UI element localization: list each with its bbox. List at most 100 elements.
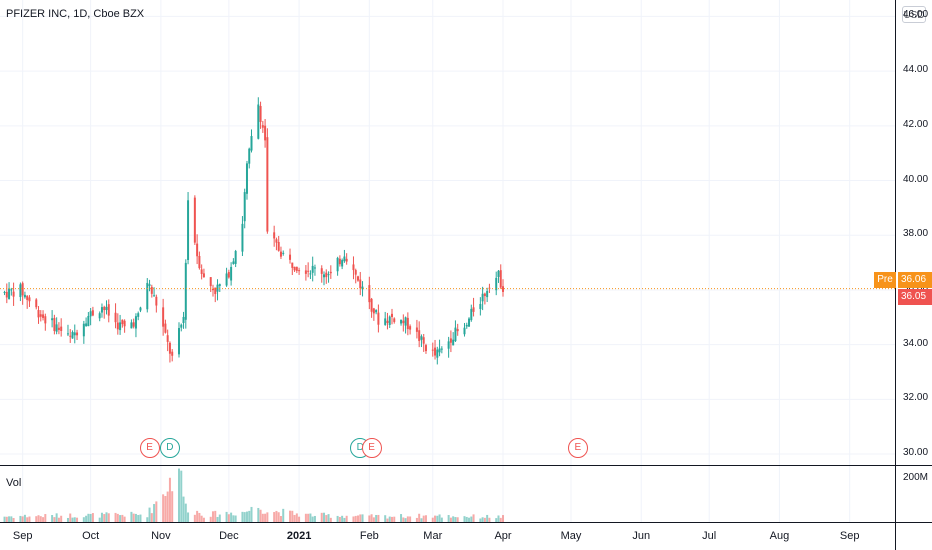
candle-body (497, 270, 500, 277)
volume-bar (134, 513, 137, 522)
volume-bar (341, 515, 344, 522)
volume-bar (357, 515, 359, 522)
candle-body (370, 298, 373, 312)
candle-body (415, 327, 418, 332)
candle-body (105, 306, 108, 311)
candle-body (452, 339, 455, 346)
candle-body (345, 258, 348, 262)
candle-body (354, 270, 357, 275)
candle-body (273, 232, 276, 239)
volume-bar (3, 516, 6, 522)
candle-body (155, 296, 158, 306)
volume-bar (76, 517, 79, 522)
volume-bar (153, 504, 156, 522)
dividend-marker[interactable]: D (159, 438, 180, 458)
earnings-marker[interactable]: E (361, 438, 382, 458)
time-tick-label: Nov (151, 530, 171, 542)
candle-body (184, 262, 187, 320)
volume-bar (404, 518, 407, 522)
volume-bar (465, 516, 468, 522)
time-tick-label: Jun (632, 530, 651, 542)
volume-bar (472, 514, 475, 522)
candle-body (107, 304, 110, 316)
volume-bar (436, 515, 439, 522)
candle-body (121, 319, 124, 325)
volume-bar (354, 515, 357, 522)
candle-body (55, 324, 58, 332)
candle-body (150, 286, 153, 294)
volume-bar (209, 516, 212, 522)
candle-body (295, 266, 298, 271)
volume-bar (463, 516, 466, 522)
volume-bar (377, 514, 380, 522)
volume-axis-label: 200M (903, 472, 929, 483)
time-tick-label: May (560, 530, 582, 542)
earnings-marker[interactable]: E (567, 438, 588, 458)
candle-body (146, 282, 149, 310)
volume-bar (23, 514, 26, 522)
candle-body (153, 295, 156, 297)
volume-bar (198, 512, 201, 522)
volume-bar (114, 512, 117, 522)
candle-body (82, 323, 85, 337)
volume-bar (69, 513, 72, 522)
volume-bars (3, 468, 505, 522)
candle-body (225, 273, 228, 286)
volume-bar (320, 512, 323, 522)
candle-body (352, 264, 355, 271)
candle-body (304, 270, 307, 274)
volume-bar (51, 515, 54, 522)
volume-bar (336, 515, 339, 522)
candle-body (377, 312, 380, 325)
candle-body (250, 136, 253, 151)
volume-bar (123, 516, 126, 522)
volume-bar (243, 512, 246, 522)
currency-button[interactable]: USD (902, 6, 926, 23)
volume-bar (218, 514, 221, 522)
volume-bar (261, 513, 264, 522)
volume-bar (359, 514, 362, 522)
candle-body (232, 261, 235, 264)
volume-bar (57, 517, 60, 522)
volume-bar (87, 513, 90, 522)
volume-bar (227, 514, 230, 522)
candle-body (51, 318, 54, 321)
volume-bar (415, 517, 418, 522)
volume-bar (449, 517, 452, 522)
candle-body (42, 314, 45, 318)
candle-body (214, 287, 217, 295)
volume-bar (447, 515, 450, 522)
candle-body (447, 341, 450, 349)
candle-body (211, 288, 214, 291)
symbol-title: PFIZER INC, 1D, Cboe BZX (6, 8, 145, 20)
volume-bar (162, 494, 165, 522)
candle-body (438, 348, 441, 353)
volume-bar (282, 508, 285, 522)
candle-body (465, 324, 468, 327)
candle-body (178, 328, 180, 355)
price-tick-label: 32.00 (903, 392, 929, 404)
candle-body (76, 332, 79, 336)
volume-bar (309, 513, 312, 522)
volume-bar (386, 518, 389, 522)
volume-bar (200, 515, 203, 522)
volume-bar (370, 514, 373, 522)
volume-bar (483, 517, 486, 522)
volume-bar (196, 510, 199, 522)
candle-body (422, 337, 425, 344)
candle-body (234, 251, 237, 264)
candle-body (325, 272, 328, 278)
volume-bar (119, 515, 122, 522)
candle-body (26, 295, 29, 300)
candle-body (259, 105, 262, 122)
candle-body (436, 349, 439, 358)
volume-bar (35, 516, 38, 522)
candle-body (361, 286, 364, 290)
earnings-marker[interactable]: E (139, 438, 160, 458)
volume-bar (384, 515, 387, 522)
candle-body (85, 323, 88, 327)
candle-body (100, 307, 103, 313)
candle-body (168, 342, 171, 354)
candle-body (137, 313, 140, 317)
